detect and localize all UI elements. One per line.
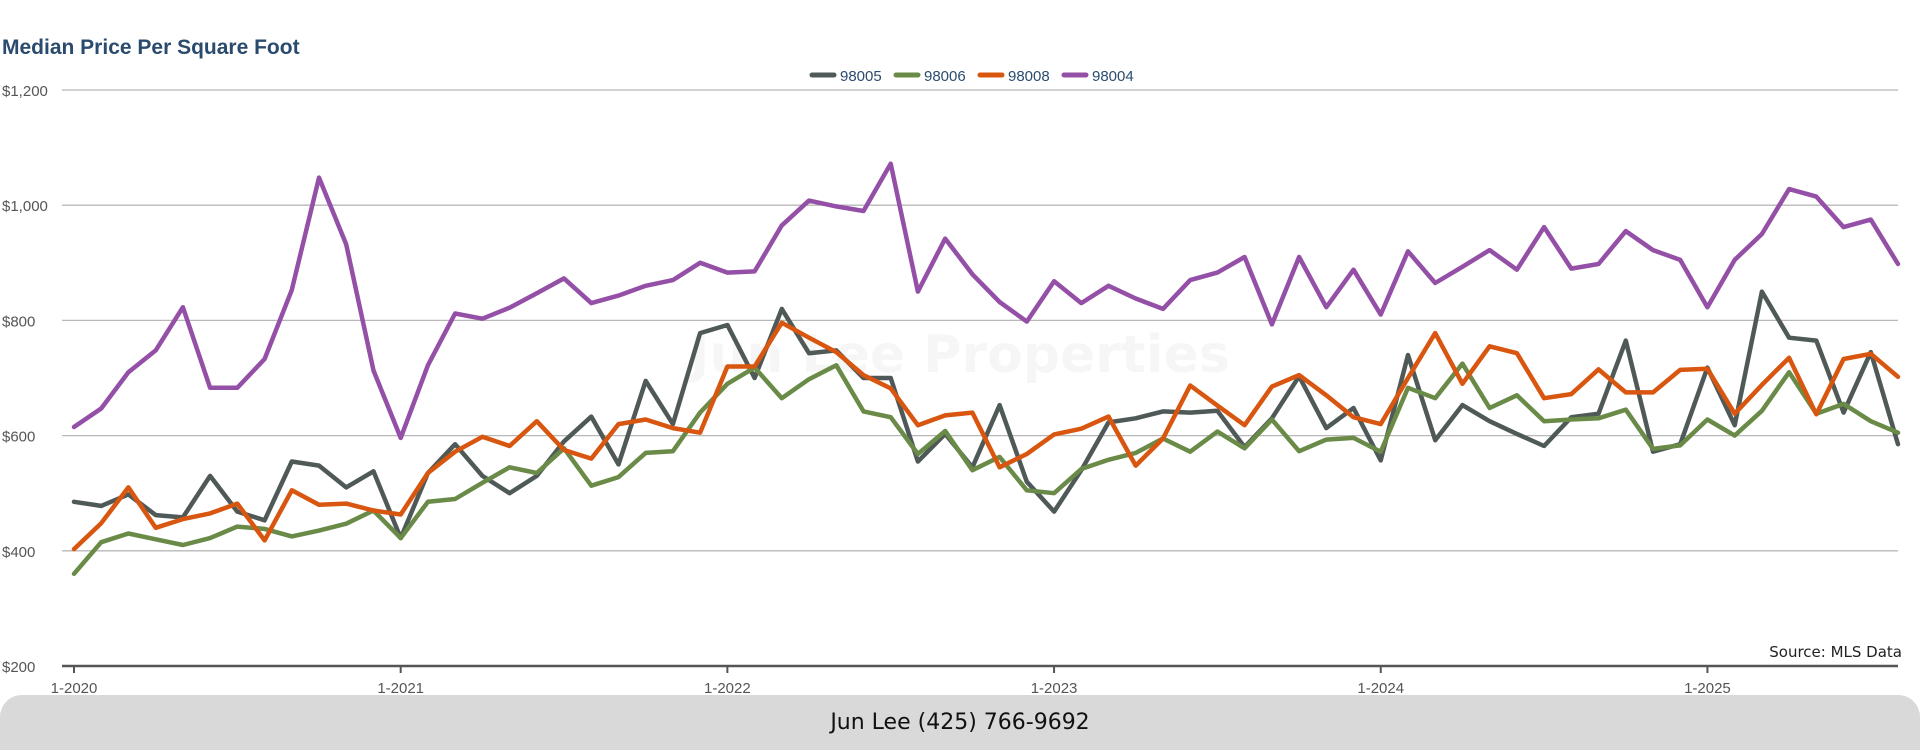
- x-axis: 1-2020 1-2021 1-2022 1-2023 1-2024 1-2025: [51, 664, 1898, 695]
- line-chart: $200$400$600$800$1,000$1,200 1-2020 1-202…: [2, 68, 1901, 695]
- y-tick-label: $600: [2, 429, 35, 446]
- y-tick-label: $1,000: [2, 198, 48, 215]
- legend: 98005 98006 98008 98004: [809, 68, 1134, 85]
- y-axis-ticks: $200 $400 $600 $800 $1,000 $1,200: [2, 83, 48, 676]
- chart-title: Median Price Per Square Foot: [2, 36, 300, 59]
- series-line-98008: [71, 320, 1901, 552]
- y-tick-label: $400: [2, 544, 35, 561]
- footer-contact: Jun Lee (425) 766-9692: [0, 695, 1920, 750]
- x-tick-label: 1-2020: [51, 680, 98, 695]
- x-tick-label: 1-2023: [1031, 680, 1078, 695]
- series-line-98006: [71, 361, 1901, 577]
- grid-lines: [62, 89, 1898, 552]
- y-tick-label: $200: [2, 659, 35, 676]
- legend-label-98008: 98008: [1008, 68, 1050, 85]
- legend-label-98004: 98004: [1092, 68, 1134, 85]
- x-tick-label: 1-2025: [1684, 680, 1731, 695]
- series-lines: [71, 161, 1901, 577]
- series-line-98005: [71, 289, 1901, 541]
- legend-label-98005: 98005: [840, 68, 882, 85]
- x-tick-label: 1-2022: [704, 680, 751, 695]
- legend-label-98006: 98006: [924, 68, 966, 85]
- y-tick-label: $800: [2, 313, 35, 330]
- x-tick-label: 1-2024: [1357, 680, 1404, 695]
- y-tick-label: $1,200: [2, 83, 48, 100]
- x-tick-label: 1-2021: [377, 680, 424, 695]
- series-line-98004: [71, 161, 1901, 441]
- source-note: Source: MLS Data: [1769, 643, 1902, 661]
